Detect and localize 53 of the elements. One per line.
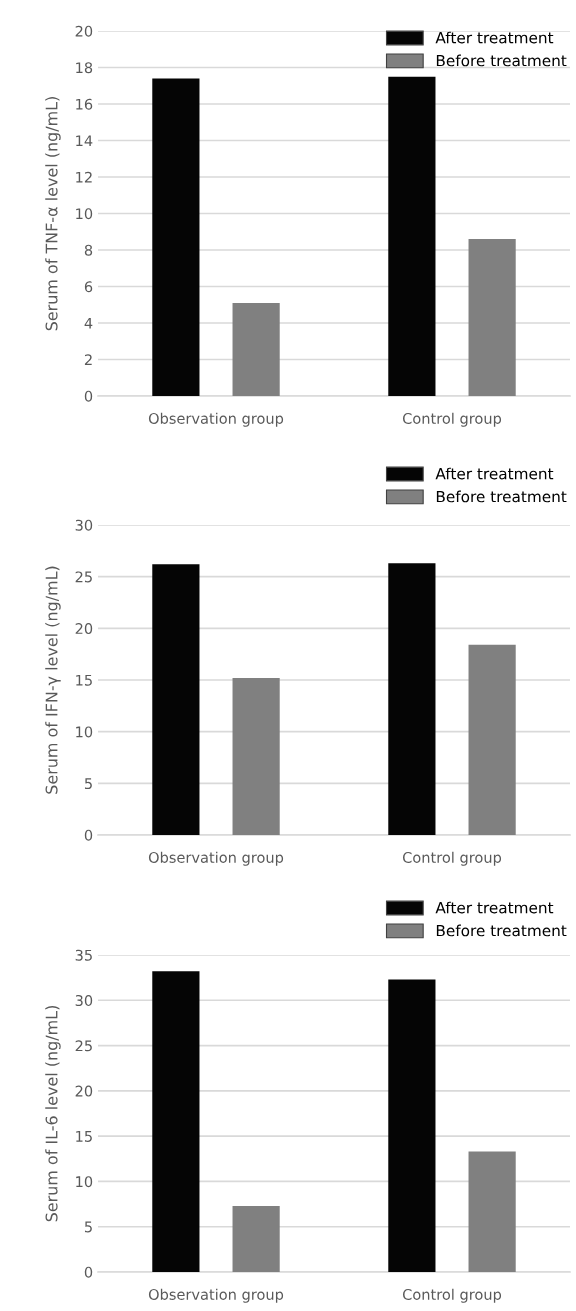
x-tick-label: Observation group — [148, 851, 284, 866]
y-tick-label: 25 — [75, 1040, 92, 1052]
y-axis-title: Serum of TNF-α level (ng/mL) — [45, 97, 61, 331]
legend-label: After treatment — [435, 31, 554, 44]
bar — [152, 971, 200, 1272]
x-tick-label: Control group — [402, 1288, 502, 1303]
y-tick-label: 35 — [75, 949, 92, 961]
y-tick-label: 15 — [76, 1131, 92, 1142]
bar — [468, 644, 516, 835]
y-tick-label: 25 — [75, 571, 92, 583]
bar — [388, 979, 436, 1272]
y-tick-label: 14 — [76, 135, 93, 147]
y-tick-label: 2 — [84, 354, 92, 366]
y-tick-label: 10 — [76, 208, 93, 220]
y-tick-label: 30 — [75, 995, 93, 1007]
bar — [152, 78, 200, 396]
y-tick-label: 12 — [76, 171, 92, 183]
y-tick-label: 10 — [76, 1176, 93, 1188]
y-tick-label: 15 — [76, 674, 92, 686]
legend-label: After treatment — [435, 901, 554, 914]
bar — [388, 76, 436, 396]
bar — [232, 677, 280, 835]
bar — [232, 1205, 280, 1272]
x-tick-label: Observation group — [148, 1288, 284, 1303]
legend-label: Before treatment — [436, 54, 567, 67]
y-tick-label: 18 — [76, 62, 93, 74]
y-tick-label: 8 — [84, 244, 93, 256]
y-tick-label: 4 — [84, 317, 93, 329]
bar — [152, 564, 200, 835]
y-tick-label: 0 — [84, 829, 93, 841]
y-tick-label: 0 — [84, 1266, 93, 1278]
x-tick-label: Control group — [402, 412, 502, 427]
x-tick-label: Control group — [402, 851, 502, 866]
y-axis-title: Serum of IL-6 level (ng/mL) — [45, 1006, 61, 1222]
y-tick-label: 0 — [84, 390, 93, 402]
y-tick-label: 6 — [84, 281, 93, 293]
legend-label: Before treatment — [436, 490, 567, 503]
legend-label: After treatment — [435, 467, 554, 480]
y-tick-label: 10 — [76, 726, 93, 738]
y-tick-label: 30 — [75, 519, 93, 531]
bar — [468, 1151, 516, 1272]
y-tick-label: 5 — [84, 778, 92, 790]
y-tick-label: 5 — [84, 1221, 92, 1233]
y-tick-label: 20 — [75, 623, 93, 635]
y-tick-label: 16 — [76, 98, 93, 110]
y-tick-label: 20 — [75, 1085, 93, 1097]
bar — [388, 563, 436, 835]
legend-label: Before treatment — [436, 924, 567, 937]
y-axis-title: Serum of IFN-γ level (ng/mL) — [45, 566, 61, 794]
bar — [232, 302, 280, 396]
y-tick-label: 20 — [75, 25, 93, 37]
bar — [468, 239, 516, 396]
x-tick-label: Observation group — [148, 412, 284, 427]
